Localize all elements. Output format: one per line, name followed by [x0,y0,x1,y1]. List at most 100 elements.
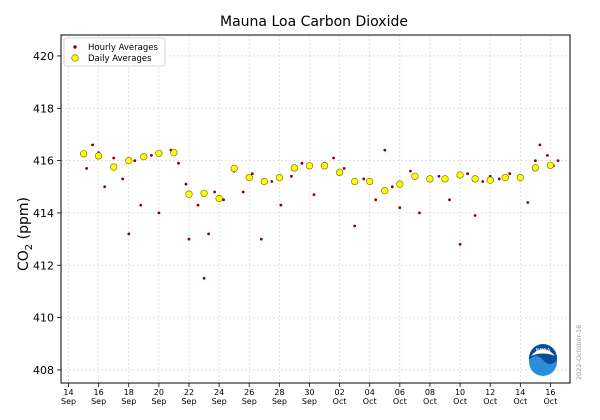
hourly-point [342,167,346,170]
hourly-point [121,177,125,181]
noaa-logo: NOAA [529,344,557,376]
daily-point [531,164,540,172]
hourly-series [85,143,560,280]
hourly-point [418,211,421,215]
hourly-point [390,185,394,189]
hourly-point [534,159,537,163]
hourly-point [312,193,316,197]
hourly-point [241,190,245,194]
hourly-point [481,180,485,183]
hourly-point [466,172,469,176]
legend-daily-marker [71,54,79,62]
x-tick-day: 30 [304,388,314,397]
y-tick-label: 410 [33,312,54,325]
daily-point [456,171,464,179]
x-axis-ticks: 14Sep16Sep18Sep20Sep22Sep24Sep26Sep28Sep… [61,383,557,406]
x-tick-day: 06 [395,388,405,397]
y-tick-label: 412 [33,259,54,272]
x-tick-month: Sep [242,397,257,406]
hourly-point [473,214,477,217]
y-axis-label-units: (ppm) [16,197,32,244]
daily-point [426,175,434,183]
hourly-point [250,172,254,176]
hourly-point [91,143,94,147]
daily-point [501,174,509,182]
hourly-point [222,198,226,202]
noaa-logo-text: NOAA [536,348,551,354]
daily-point [396,180,404,188]
daily-point [125,157,133,165]
hourly-point [398,206,402,210]
y-axis-ticks: 408 410 412 414 416 418 420 [33,50,61,377]
x-tick-month: Sep [302,397,317,406]
daily-point [260,177,268,186]
daily-point [546,161,555,169]
hourly-point [259,237,263,241]
hourly-point [458,242,462,246]
x-tick-month: Sep [151,397,166,406]
daily-point [305,162,314,170]
hourly-point [332,156,335,160]
x-tick-month: Sep [181,397,196,406]
daily-point [336,168,344,176]
x-tick-month: Oct [483,397,497,406]
hourly-point [353,224,357,228]
hourly-point [187,237,191,241]
daily-point [215,194,223,203]
hourly-point [207,232,211,236]
hourly-point [448,198,451,202]
hourly-point [213,190,217,194]
date-stamp: 2022-October-16 [575,325,583,380]
hourly-point [184,182,188,186]
hourly-point [538,143,542,147]
x-tick-month: Oct [363,397,377,406]
daily-point [155,149,163,157]
y-tick-label: 418 [33,102,54,115]
y-tick-label: 408 [33,364,54,377]
daily-point [290,164,299,172]
daily-point [320,162,329,170]
x-tick-day: 20 [154,388,164,397]
daily-point [366,177,374,186]
x-tick-month: Sep [272,397,287,406]
y-axis-label: CO2 (ppm) [16,197,35,271]
daily-point [471,175,479,183]
hourly-point [409,169,412,173]
daily-point [486,176,494,184]
x-tick-day: 24 [214,388,224,397]
plot-frame [60,34,571,384]
x-tick-month: Sep [61,397,76,406]
daily-point [200,189,208,197]
legend-daily-label: Daily Averages [88,54,152,64]
hourly-point [103,185,107,189]
legend: Hourly Averages Daily Averages [63,37,166,67]
x-tick-day: 22 [184,388,194,397]
daily-point [79,150,88,158]
hourly-point [139,203,143,207]
hourly-point [546,154,549,157]
hourly-point [437,174,441,178]
legend-hourly-marker [73,45,77,49]
hourly-point [556,159,560,163]
daily-point [516,174,524,182]
chart-title: Mauna Loa Carbon Dioxide [220,14,408,30]
hourly-point [508,172,512,176]
x-tick-day: 28 [274,388,284,397]
daily-point [170,149,178,157]
hourly-point [362,177,366,181]
daily-point [185,190,193,198]
hourly-point [157,211,161,215]
daily-point [411,172,419,180]
noaa-logo-gull [531,349,555,356]
daily-point [275,174,284,182]
hourly-point [526,201,530,204]
hourly-point [290,174,293,178]
x-tick-month: Oct [333,397,347,406]
daily-point [441,175,449,183]
daily-point [94,152,103,160]
x-tick-day: 26 [244,388,254,397]
hourly-point [127,232,131,236]
x-tick-day: 18 [124,388,134,397]
x-tick-day: 14 [63,388,73,397]
